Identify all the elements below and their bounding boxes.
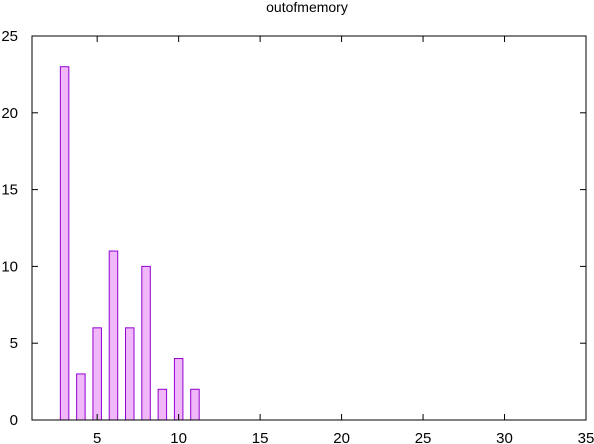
x-tick-label-15: 15 xyxy=(252,430,269,444)
chart-title: outofmemory xyxy=(266,0,348,15)
bar-3 xyxy=(59,66,70,421)
bar-9 xyxy=(157,388,168,421)
y-tick-label-5: 5 xyxy=(10,335,18,352)
y-tick-label-10: 10 xyxy=(1,258,18,275)
y-tick-label-20: 20 xyxy=(1,105,18,122)
bar-7 xyxy=(125,327,135,421)
bar-5 xyxy=(92,327,102,421)
bars-group xyxy=(59,66,200,421)
bar-8 xyxy=(141,265,151,421)
y-tick-label-0: 0 xyxy=(10,412,18,429)
y-axis-ticks: 0 5 10 15 20 25 xyxy=(1,28,586,429)
bar-11 xyxy=(190,388,200,421)
plot-frame xyxy=(31,35,587,421)
x-tick-label-5: 5 xyxy=(93,430,101,444)
y-tick-label-25: 25 xyxy=(1,28,18,45)
x-tick-label-30: 30 xyxy=(496,430,513,444)
bar-6 xyxy=(108,250,119,421)
x-tick-label-20: 20 xyxy=(333,430,350,444)
x-tick-label-35: 35 xyxy=(578,430,594,444)
x-axis-ticks: 5 10 15 20 25 30 35 xyxy=(93,36,594,444)
bar-4 xyxy=(76,373,86,421)
x-tick-label-10: 10 xyxy=(170,430,187,444)
x-tick-label-25: 25 xyxy=(415,430,432,444)
bar-10 xyxy=(173,358,184,421)
y-tick-label-15: 15 xyxy=(1,182,18,199)
